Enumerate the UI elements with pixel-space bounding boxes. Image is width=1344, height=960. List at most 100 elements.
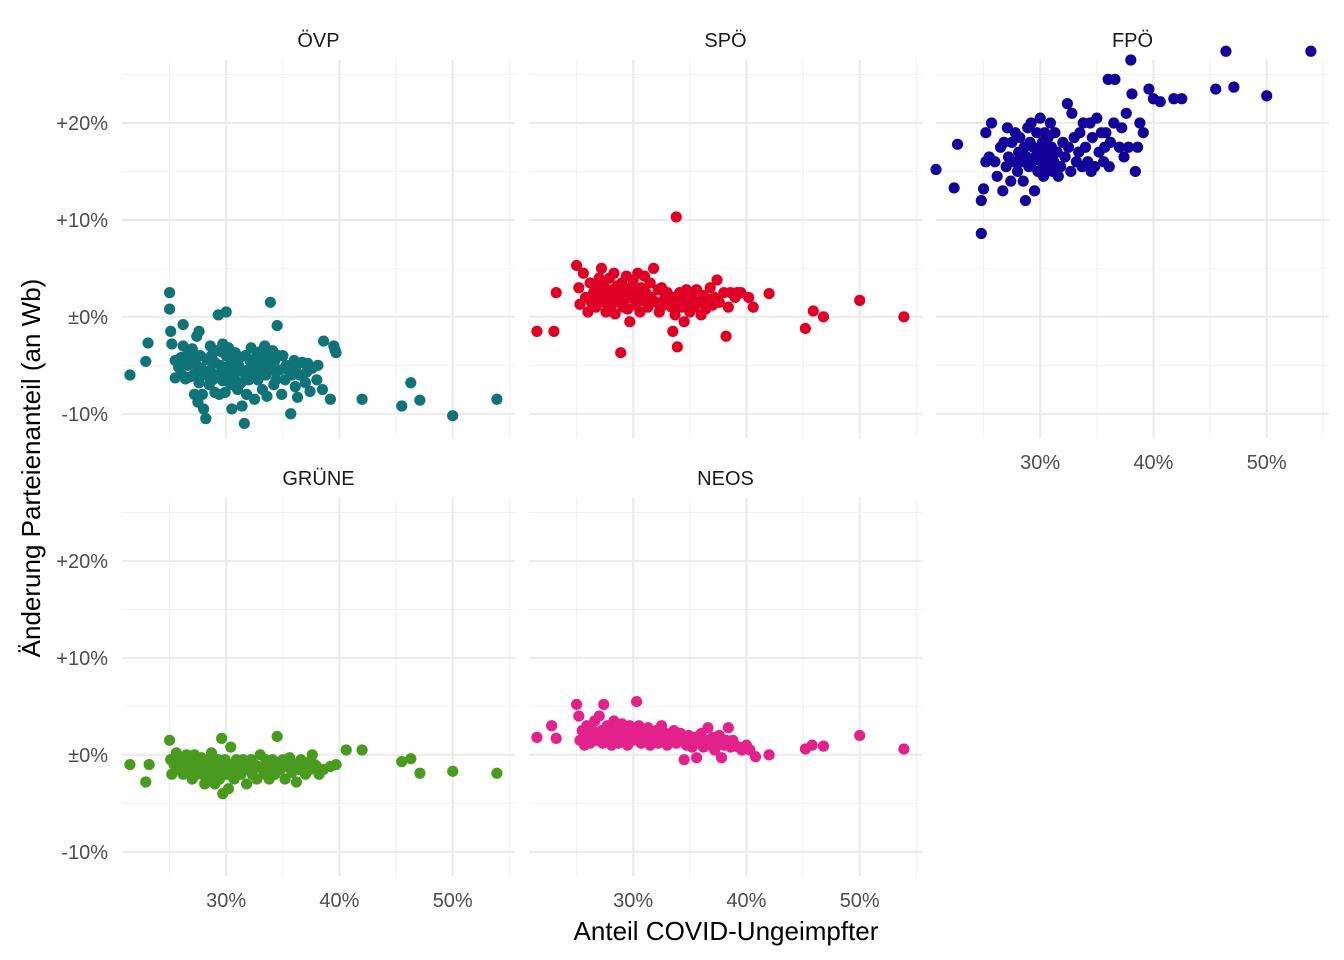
- data-point: [570, 259, 583, 272]
- data-point: [1103, 161, 1115, 173]
- x-tick-label: 30%: [206, 890, 246, 912]
- data-point: [1126, 88, 1138, 100]
- data-point: [807, 305, 819, 317]
- y-tick-label: -10%: [61, 842, 108, 864]
- data-point: [299, 377, 312, 389]
- data-point: [414, 767, 426, 779]
- data-point: [678, 754, 690, 766]
- data-point: [670, 211, 682, 223]
- data-point: [222, 783, 235, 795]
- panel-grne: GRÜNE -10% ±0% +10% +20% 30% 40% 50%: [56, 468, 515, 912]
- data-point: [270, 374, 282, 386]
- data-point: [177, 319, 189, 331]
- data-point: [1044, 117, 1056, 129]
- data-point: [1137, 127, 1149, 139]
- x-tick-label: 50%: [840, 890, 880, 912]
- data-point: [279, 773, 291, 785]
- y-tick-label: -10%: [61, 404, 108, 426]
- y-axis-title: Änderung Parteienanteil (an Wb): [16, 279, 46, 658]
- data-point: [1125, 54, 1137, 66]
- data-point: [166, 338, 178, 350]
- panel-title: FPÖ: [1112, 30, 1153, 52]
- data-point: [1228, 81, 1240, 93]
- data-point: [1079, 141, 1092, 153]
- data-point: [286, 369, 298, 381]
- data-point: [1049, 127, 1061, 139]
- data-point: [747, 301, 759, 313]
- data-point: [608, 267, 620, 279]
- data-point: [1037, 170, 1050, 182]
- data-point: [1154, 96, 1166, 108]
- data-point: [1122, 141, 1135, 153]
- data-point: [715, 752, 728, 764]
- data-point: [1220, 45, 1232, 57]
- panel-fp: FPÖ 30% 40% 50%: [930, 30, 1329, 474]
- data-point: [590, 301, 602, 313]
- data-point: [491, 393, 503, 405]
- data-point: [289, 381, 301, 393]
- data-point: [854, 294, 866, 306]
- data-point: [200, 413, 212, 425]
- data-point: [980, 127, 992, 139]
- data-point: [1028, 185, 1041, 197]
- data-point: [1065, 165, 1077, 178]
- data-point: [265, 364, 278, 376]
- data-point: [311, 374, 323, 386]
- data-point: [1176, 93, 1188, 105]
- data-point: [898, 743, 910, 755]
- data-point: [414, 394, 426, 406]
- data-point: [491, 767, 503, 779]
- data-point: [140, 355, 152, 368]
- y-tick-label: +10%: [56, 648, 108, 670]
- data-point: [306, 749, 318, 761]
- data-point: [550, 287, 562, 299]
- data-point: [143, 758, 155, 771]
- data-point: [1031, 127, 1043, 139]
- data-point: [1008, 156, 1020, 168]
- data-point: [220, 306, 232, 318]
- data-point: [396, 400, 408, 412]
- y-tick-label: +10%: [56, 210, 108, 232]
- x-tick-label: 30%: [1020, 452, 1060, 474]
- data-point: [644, 277, 656, 289]
- data-point: [763, 749, 775, 761]
- data-point: [702, 722, 714, 734]
- data-point: [277, 350, 289, 362]
- x-tick-label: 40%: [1133, 452, 1173, 474]
- data-point: [598, 698, 610, 711]
- data-point: [691, 752, 703, 764]
- data-point: [573, 710, 585, 722]
- data-point: [711, 274, 723, 286]
- data-point: [356, 744, 368, 756]
- data-point: [722, 301, 734, 313]
- data-point: [1118, 151, 1130, 163]
- data-point: [261, 390, 273, 402]
- data-point: [678, 316, 690, 328]
- y-tick-label: ±0%: [68, 745, 108, 767]
- data-point: [898, 311, 910, 323]
- data-point: [304, 385, 316, 398]
- data-point: [193, 325, 205, 337]
- panel-vp: ÖVP -10% ±0% +10% +20%: [56, 30, 515, 438]
- panel-neos: NEOS 30% 40% 50%: [529, 468, 922, 912]
- data-point: [142, 337, 154, 349]
- data-point: [316, 383, 329, 396]
- data-point: [1034, 112, 1046, 124]
- data-point: [447, 765, 459, 777]
- data-point: [186, 343, 198, 355]
- data-point: [749, 751, 762, 763]
- data-point: [704, 282, 716, 294]
- data-point: [977, 183, 990, 195]
- data-point: [216, 732, 228, 744]
- data-point: [680, 284, 693, 296]
- data-point: [236, 400, 248, 412]
- data-point: [264, 296, 276, 308]
- panel-title: SPÖ: [704, 30, 746, 52]
- data-point: [271, 319, 283, 332]
- data-point: [196, 388, 209, 400]
- data-point: [546, 720, 558, 732]
- data-point: [291, 391, 304, 403]
- data-point: [312, 359, 324, 371]
- x-tick-label: 30%: [613, 890, 653, 912]
